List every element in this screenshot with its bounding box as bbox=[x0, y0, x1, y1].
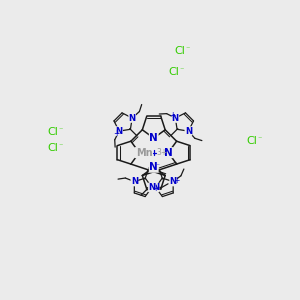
Text: N: N bbox=[135, 148, 144, 158]
Text: N: N bbox=[172, 113, 179, 122]
Text: ⁻: ⁻ bbox=[257, 134, 262, 143]
Text: 3+: 3+ bbox=[156, 148, 167, 157]
Text: N: N bbox=[185, 127, 192, 136]
Text: +: + bbox=[173, 176, 180, 185]
Text: ⁻: ⁻ bbox=[58, 125, 63, 134]
Text: ⁻: ⁻ bbox=[58, 141, 63, 150]
Text: ⁻: ⁻ bbox=[186, 44, 190, 53]
Text: ⁻: ⁻ bbox=[156, 161, 160, 170]
Text: +: + bbox=[170, 111, 176, 120]
Text: Mn: Mn bbox=[136, 148, 153, 158]
Text: Cl: Cl bbox=[47, 143, 58, 153]
Text: N: N bbox=[129, 113, 136, 122]
Text: N: N bbox=[149, 162, 158, 172]
Text: +: + bbox=[152, 184, 158, 193]
Text: N: N bbox=[116, 127, 123, 136]
Text: Cl: Cl bbox=[169, 67, 180, 77]
Text: N: N bbox=[148, 183, 155, 192]
Text: Cl: Cl bbox=[246, 136, 257, 146]
Text: N: N bbox=[152, 183, 159, 192]
Text: N: N bbox=[164, 148, 173, 158]
Text: Cl: Cl bbox=[47, 127, 58, 137]
Text: Cl: Cl bbox=[175, 46, 185, 56]
Text: N: N bbox=[149, 133, 158, 143]
Text: N: N bbox=[131, 177, 138, 186]
Text: +: + bbox=[113, 129, 120, 138]
Text: N: N bbox=[169, 177, 177, 186]
Text: ⁻: ⁻ bbox=[180, 65, 184, 74]
